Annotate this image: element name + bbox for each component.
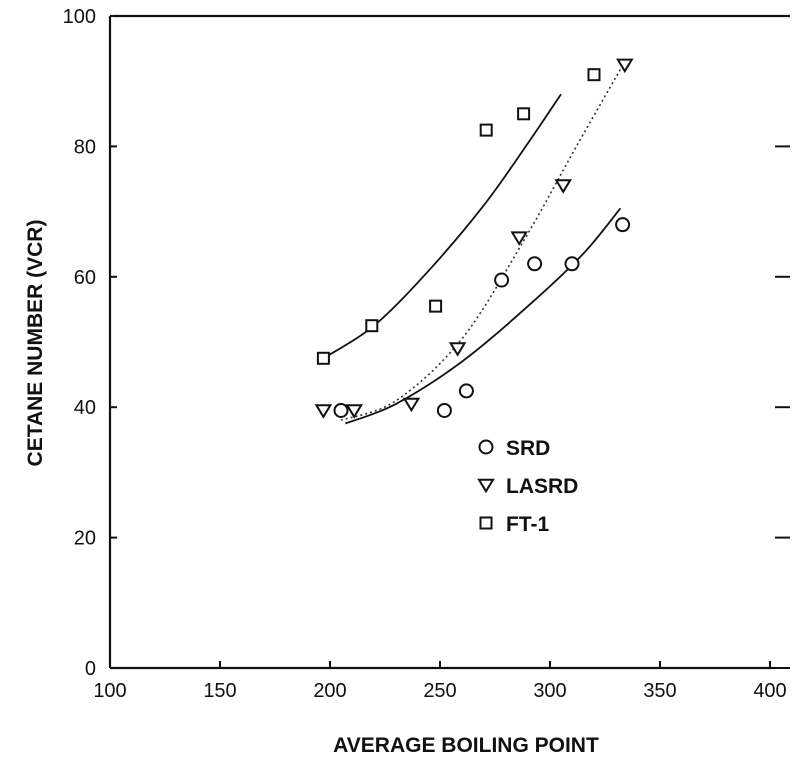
data-point-srd [494,272,510,288]
data-point-lasrd [510,231,528,246]
data-point-lasrd [616,58,634,74]
y-tick-label: 80 [74,136,96,158]
data-point-ft-1 [587,68,601,82]
ticks: 100 150 200 250 300 350 400 0 20 40 60 80 100 [63,6,790,702]
x-tick-label: 150 [203,680,236,702]
data-point-ft-1 [429,299,443,313]
x-tick-label: 100 [93,680,126,702]
data-point-lasrd [402,397,421,413]
data-point-lasrd [345,404,363,419]
data-point-ft-1 [316,351,330,365]
data-point-srd [436,402,452,418]
data-point-ft-1 [365,319,379,333]
data-point-srd [527,256,543,272]
data-point-lasrd [314,404,333,419]
legend-marker-lasrd [477,478,495,494]
legend-marker-srd [478,439,494,455]
y-tick-label: 100 [63,6,96,28]
legend-label-ft-1: FT-1 [506,513,549,536]
x-tick-label: 250 [423,680,456,702]
data-point-srd [564,256,580,272]
y-tick-label: 40 [74,397,96,419]
data-point-lasrd [448,342,467,357]
data-point-srd [615,217,631,233]
legend-label-srd: SRD [506,437,550,460]
y-tick-label: 20 [74,528,96,550]
fit-curve-srd [345,207,622,425]
x-tick-label: 300 [533,680,566,702]
fit-curve-ft-1 [322,93,562,360]
y-axis-title: CETANE NUMBER (VCR) [24,220,47,467]
plot-frame [108,14,790,670]
x-tick-label: 200 [313,680,346,702]
x-tick-label: 400 [753,680,786,702]
y-tick-label: 60 [74,267,96,289]
data-point-ft-1 [479,123,493,137]
x-tick-label: 350 [643,680,676,702]
fit-curve-lasrd [340,61,626,421]
data-point-srd [458,383,474,399]
x-axis-title: AVERAGE BOILING POINT [333,734,599,757]
data-point-lasrd [554,179,572,194]
data-points [314,58,634,419]
legend-label-lasrd: LASRD [506,475,578,498]
data-point-ft-1 [517,107,531,121]
data-point-srd [333,402,349,418]
fit-curves [322,61,626,425]
legend: SRD LASRD FT-1 [477,437,578,536]
y-tick-label: 0 [85,658,96,680]
legend-marker-ft-1 [479,516,493,530]
